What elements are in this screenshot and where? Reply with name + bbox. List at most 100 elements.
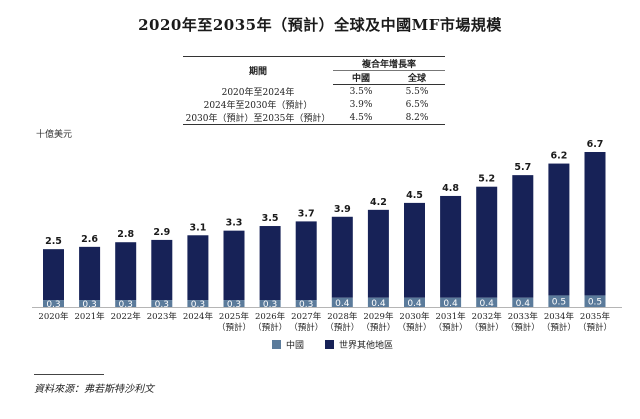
bar-china [440, 297, 462, 307]
cagr-row-global: 5.5% [405, 86, 429, 97]
bar-china [331, 297, 353, 307]
x-tick-label: 2031年 [436, 311, 467, 322]
china-value-label: 0.4 [371, 299, 386, 309]
x-tick-label: 2023年 [147, 311, 178, 322]
x-tick-label: （預計） [325, 322, 359, 333]
legend-swatch-china [272, 340, 281, 349]
cagr-row-global: 8.2% [389, 111, 445, 125]
bar-china [43, 300, 64, 307]
china-value-label: 0.5 [552, 298, 566, 308]
cagr-group-header: 複合年增長率 [333, 56, 445, 71]
cagr-table: 期間 複合年增長率 中國 全球 2020年至2024年 3.5% 5.5% 20… [183, 56, 445, 125]
total-value-label: 4.5 [406, 190, 423, 201]
bar-rest-of-world [548, 163, 570, 296]
bar-china [223, 300, 245, 307]
cagr-row-china: 3.5% [349, 86, 373, 97]
legend-label-rest: 世界其他地區 [339, 339, 393, 351]
bar-china [512, 297, 534, 307]
china-value-label: 0.4 [407, 299, 422, 309]
china-value-label: 0.3 [119, 300, 133, 310]
bar-rest-of-world [440, 195, 462, 298]
x-tick-label: 2032年 [472, 311, 503, 322]
bar-rest-of-world [79, 246, 101, 301]
x-tick-label: （預計） [253, 322, 287, 333]
y-unit-label: 十億美元 [36, 130, 73, 140]
x-tick-label: 2034年 [544, 311, 575, 322]
bar-china [295, 300, 317, 307]
x-tick-label: （預計） [506, 322, 540, 333]
bar-china [187, 300, 209, 307]
total-value-label: 4.2 [370, 197, 387, 208]
bar-rest-of-world [151, 239, 173, 301]
cagr-row: 2020年至2024年 3.5% 5.5% [183, 85, 445, 99]
x-tick-label: 2035年 [580, 311, 611, 322]
bar-rest-of-world [476, 186, 498, 298]
china-value-label: 0.3 [155, 300, 169, 310]
x-tick-label: （預計） [217, 322, 251, 333]
bar-china [584, 295, 606, 307]
china-value-label: 0.3 [46, 300, 60, 310]
total-value-label: 6.7 [587, 139, 604, 150]
total-value-label: 2.5 [45, 236, 62, 247]
total-value-label: 3.7 [298, 208, 315, 219]
total-value-label: 4.8 [442, 183, 459, 194]
x-tick-label: （預計） [578, 322, 612, 333]
total-value-label: 2.6 [81, 234, 98, 245]
cagr-row-period: 2024年至2030年（預計） [203, 101, 313, 111]
bar-china [115, 300, 137, 307]
bar-rest-of-world [584, 152, 606, 296]
x-tick-label: 2020年 [38, 311, 69, 322]
cagr-row-global: 6.5% [405, 99, 429, 110]
bar-china [476, 297, 498, 307]
china-value-label: 0.3 [227, 300, 241, 310]
china-value-label: 0.4 [335, 299, 350, 309]
x-tick-label: 2027年 [291, 311, 322, 322]
bar-china [79, 300, 101, 307]
cagr-col-period: 期間 [183, 56, 333, 85]
bar-rest-of-world [512, 175, 534, 298]
cagr-row: 2030年（預計）至2035年（預計） 4.5% 8.2% [183, 111, 445, 125]
x-tick-label: （預計） [542, 322, 576, 333]
cagr-col-global: 全球 [389, 70, 445, 85]
bar-china [367, 297, 389, 307]
legend-swatch-rest [325, 340, 334, 349]
x-tick-label: 2022年 [111, 311, 142, 322]
bar-china [404, 297, 425, 307]
bar-china [548, 295, 570, 307]
bar-rest-of-world [331, 216, 353, 298]
source-note: 資料來源：弗若斯特沙利文 [34, 384, 154, 395]
x-tick-label: 2021年 [75, 311, 106, 322]
chart-title: 2020年至2035年（預計）全球及中國MF市場規模 [138, 16, 502, 34]
bar-rest-of-world [187, 235, 209, 301]
legend-label-china: 中國 [286, 339, 304, 351]
x-tick-label: （預計） [434, 322, 468, 333]
x-tick-label: 2026年 [255, 311, 286, 322]
x-tick-label: （預計） [361, 322, 395, 333]
china-value-label: 0.3 [82, 300, 96, 310]
china-value-label: 0.3 [299, 300, 313, 310]
china-value-label: 0.4 [443, 299, 458, 309]
total-value-label: 3.3 [226, 218, 243, 229]
bar-china [151, 300, 173, 307]
total-value-label: 5.7 [514, 162, 531, 173]
china-value-label: 0.5 [588, 298, 602, 308]
china-value-label: 0.3 [191, 300, 205, 310]
bar-rest-of-world [223, 230, 245, 301]
total-value-label: 5.2 [478, 174, 495, 185]
cagr-row-china: 4.5% [333, 111, 389, 125]
bar-rest-of-world [115, 242, 137, 301]
china-value-label: 0.4 [516, 299, 531, 309]
total-value-label: 6.2 [550, 151, 567, 162]
china-value-label: 0.4 [480, 299, 495, 309]
china-value-label: 0.3 [263, 300, 277, 310]
x-tick-label: 2030年 [399, 311, 430, 322]
total-value-label: 2.9 [153, 227, 170, 238]
bar-rest-of-world [295, 221, 317, 301]
total-value-label: 3.9 [334, 204, 351, 215]
x-tick-label: 2028年 [327, 311, 358, 322]
x-tick-label: （預計） [397, 322, 431, 333]
x-tick-label: 2029年 [363, 311, 394, 322]
cagr-row-period: 2030年（預計）至2035年（預計） [183, 111, 333, 125]
cagr-row: 2024年至2030年（預計） 3.9% 6.5% [183, 98, 445, 112]
